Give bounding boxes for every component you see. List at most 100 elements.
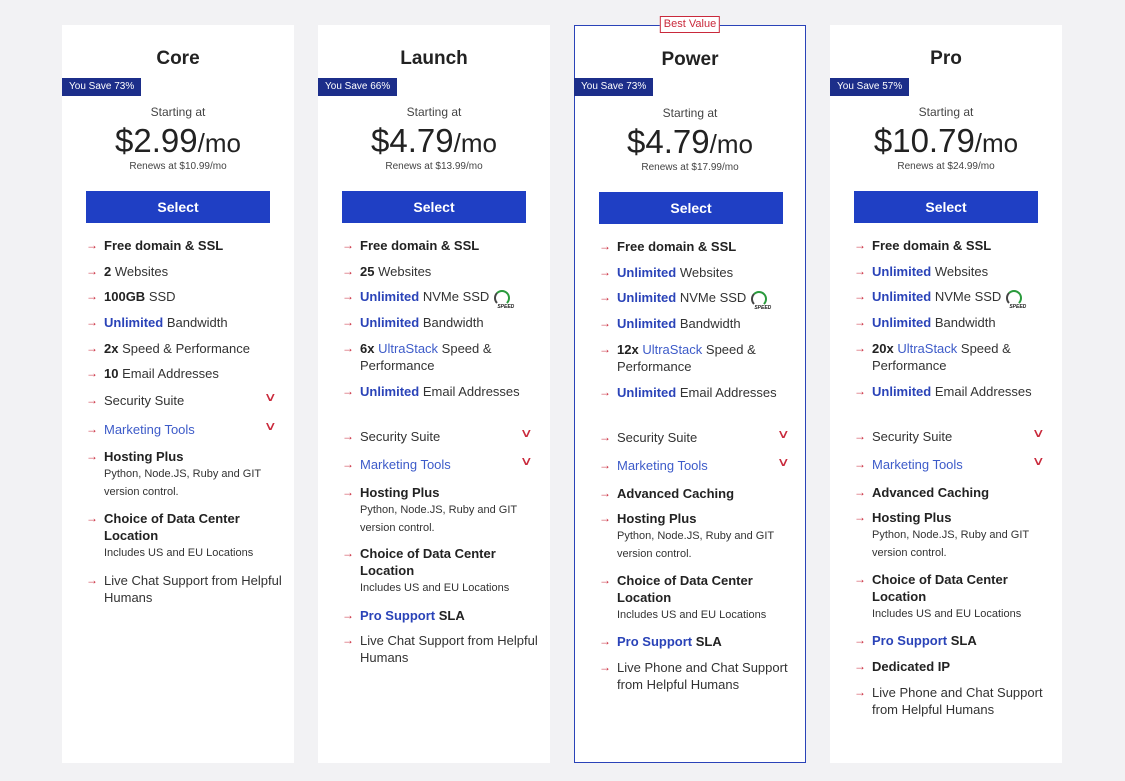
- chevron-down-icon[interactable]: ∨: [776, 427, 790, 441]
- feature-label: Advanced Caching: [617, 486, 735, 501]
- feature-label: Email Addresses: [676, 385, 777, 400]
- arrow-right-icon: →: [86, 422, 98, 436]
- renewal-price: Renews at $17.99/mo: [641, 162, 739, 173]
- feature-label: Dedicated IP: [872, 659, 951, 674]
- feature-text: Free domain & SSL: [617, 238, 799, 255]
- chevron-down-icon[interactable]: ∨: [519, 454, 533, 468]
- feature-label: Security Suite: [872, 429, 953, 444]
- chevron-down-icon[interactable]: ∨: [263, 419, 277, 433]
- feature-label: UltraStack: [642, 342, 703, 357]
- price: $4.79/mo: [318, 121, 550, 163]
- feature-label: Advanced Caching: [872, 485, 990, 500]
- feature-text: Unlimited Websites: [617, 264, 799, 281]
- feature-label: Hosting Plus: [104, 449, 184, 464]
- feature-label: Choice of Data Center Location: [872, 572, 1008, 604]
- feature-label: Free domain & SSL: [104, 238, 224, 253]
- feature-highlight: Unlimited: [104, 315, 164, 330]
- arrow-right-icon: →: [599, 660, 611, 674]
- feature-label: SLA: [692, 634, 722, 649]
- feature-label: Websites: [931, 264, 989, 279]
- arrow-right-icon: →: [342, 485, 354, 499]
- feature-text: Hosting Plus Python, Node.JS, Ruby and GI…: [872, 509, 1054, 562]
- feature-label: SLA: [947, 633, 977, 648]
- chevron-down-icon[interactable]: ∨: [519, 426, 533, 440]
- feature-label: UltraStack: [378, 341, 439, 356]
- feature-highlight: Pro Support: [872, 633, 948, 648]
- feature-text: Unlimited NVMe SSD SPEED: [360, 288, 542, 310]
- arrow-right-icon: →: [854, 685, 866, 699]
- feature-text: Pro Support SLA: [872, 632, 1054, 649]
- price-period: /mo: [197, 128, 241, 158]
- feature-text: Unlimited Bandwidth: [872, 314, 1054, 331]
- feature-highlight: Unlimited: [360, 384, 420, 399]
- arrow-right-icon: →: [599, 634, 611, 648]
- renewal-price: Renews at $24.99/mo: [897, 161, 995, 172]
- feature-label: Security Suite: [360, 429, 441, 444]
- feature-label: Marketing Tools: [617, 458, 708, 473]
- feature-label: Free domain & SSL: [617, 239, 737, 254]
- feature-text: Unlimited Bandwidth: [360, 314, 542, 331]
- select-button[interactable]: Select: [599, 192, 783, 224]
- feature-highlight: Unlimited: [360, 289, 420, 304]
- arrow-right-icon: →: [854, 315, 866, 329]
- chevron-down-icon[interactable]: ∨: [1031, 454, 1045, 468]
- feature-highlight: Unlimited: [872, 289, 932, 304]
- feature-text: Marketing Tools: [872, 456, 1054, 473]
- feature-highlight: Unlimited: [872, 264, 932, 279]
- feature-label: Security Suite: [104, 393, 185, 408]
- feature-subtext: Python, Node.JS, Ruby and GIT version co…: [872, 529, 1029, 559]
- feature-text: Unlimited Email Addresses: [872, 383, 1054, 400]
- arrow-right-icon: →: [86, 449, 98, 463]
- savings-badge: You Save 73%: [62, 78, 142, 96]
- feature-text: Unlimited Bandwidth: [617, 315, 799, 332]
- feature-highlight: Pro Support: [617, 634, 693, 649]
- feature-subtext: Includes US and EU Locations: [360, 582, 510, 594]
- feature-text: 100GB SSD: [104, 288, 286, 305]
- feature-highlight: Pro Support: [360, 608, 436, 623]
- feature-text: Choice of Data Center Location Includes U…: [360, 545, 542, 597]
- price-amount: $4.79: [371, 122, 454, 159]
- feature-label: Bandwidth: [419, 315, 484, 330]
- chevron-down-icon[interactable]: ∨: [1031, 426, 1045, 440]
- feature-text: 10 Email Addresses: [104, 365, 286, 382]
- feature-highlight: Unlimited: [360, 315, 420, 330]
- feature-text: Free domain & SSL: [104, 237, 286, 254]
- arrow-right-icon: →: [599, 430, 611, 444]
- starting-label: Starting at: [662, 106, 718, 120]
- feature-label: Email Addresses: [419, 384, 520, 399]
- feature-label: Live Chat Support from Helpful Humans: [104, 573, 282, 605]
- price: $2.99/mo: [62, 121, 294, 163]
- arrow-right-icon: →: [342, 608, 354, 622]
- savings-badge: You Save 57%: [830, 78, 910, 96]
- feature-text: Advanced Caching: [872, 484, 1054, 501]
- arrow-right-icon: →: [854, 457, 866, 471]
- arrow-right-icon: →: [86, 573, 98, 587]
- arrow-right-icon: →: [86, 341, 98, 355]
- feature-text: Unlimited Email Addresses: [360, 383, 542, 400]
- feature-label: Bandwidth: [931, 315, 996, 330]
- arrow-right-icon: →: [599, 385, 611, 399]
- feature-label: NVMe SSD: [419, 289, 490, 304]
- arrow-right-icon: →: [86, 264, 98, 278]
- feature-label: 20x: [872, 341, 894, 356]
- price-period: /mo: [974, 128, 1019, 158]
- feature-label: SLA: [435, 608, 465, 623]
- chevron-down-icon[interactable]: ∨: [776, 455, 790, 469]
- feature-text: Hosting Plus Python, Node.JS, Ruby and GI…: [360, 484, 542, 537]
- feature-text: Unlimited Bandwidth: [104, 314, 286, 331]
- best-value-badge: Best Value: [659, 16, 721, 33]
- arrow-right-icon: →: [854, 289, 866, 303]
- feature-text: 25 Websites: [360, 263, 542, 280]
- feature-label: Marketing Tools: [872, 457, 963, 472]
- speed-gauge-icon: SPEED: [750, 290, 771, 311]
- price-amount: $2.99: [115, 122, 198, 159]
- select-button[interactable]: Select: [854, 191, 1038, 223]
- starting-label: Starting at: [918, 105, 974, 119]
- select-button[interactable]: Select: [86, 191, 270, 223]
- feature-label: UltraStack: [897, 341, 958, 356]
- price-period: /mo: [709, 129, 753, 159]
- arrow-right-icon: →: [86, 511, 98, 525]
- chevron-down-icon[interactable]: ∨: [263, 390, 277, 404]
- select-button[interactable]: Select: [342, 191, 526, 223]
